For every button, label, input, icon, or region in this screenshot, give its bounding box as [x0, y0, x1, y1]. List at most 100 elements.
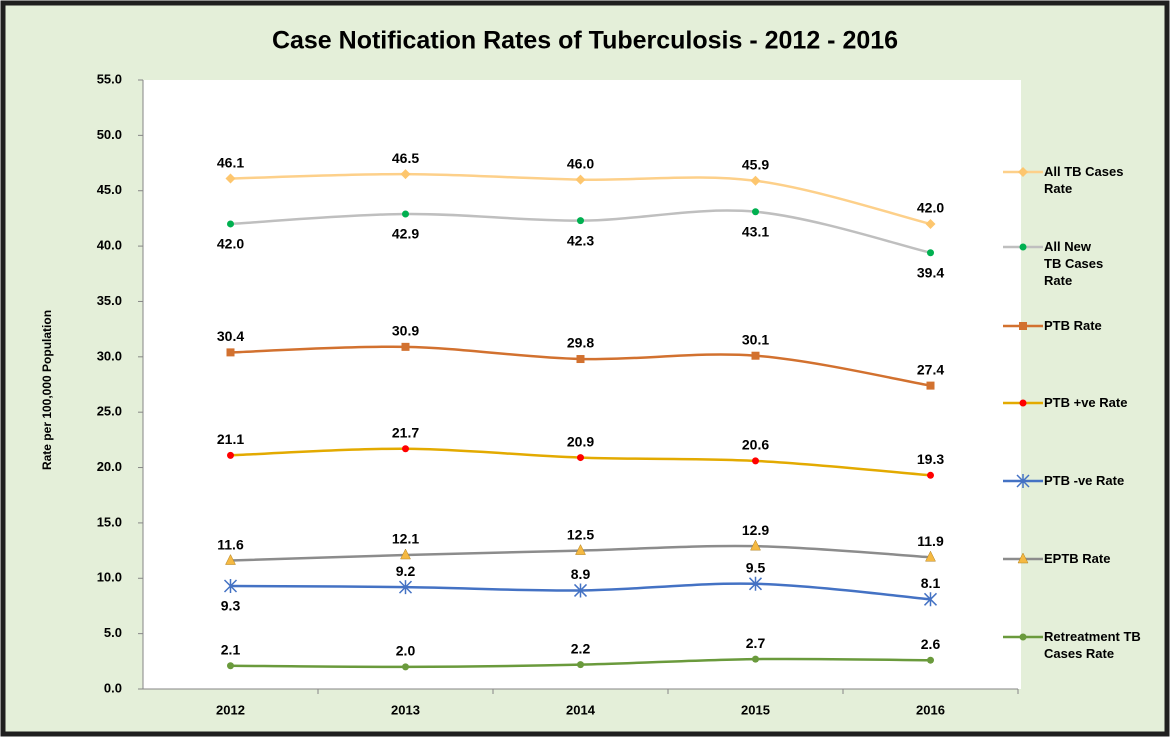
- data-label: 42.0: [217, 236, 244, 252]
- legend-label: All New TB Cases Rate: [1044, 239, 1104, 288]
- point-marker: [575, 174, 586, 185]
- x-tick-label: 2014: [566, 702, 596, 717]
- legend-label: PTB -ve Rate: [1044, 473, 1125, 488]
- point-marker: [923, 592, 938, 607]
- point-marker: [752, 457, 759, 465]
- point-marker: [927, 471, 934, 479]
- legend-marker: [1019, 322, 1027, 330]
- data-label: 9.3: [221, 598, 241, 614]
- data-label: 20.9: [567, 433, 594, 449]
- point-marker: [751, 351, 760, 360]
- y-tick-label: 15.0: [97, 514, 122, 529]
- point-marker: [225, 173, 236, 184]
- y-tick-label: 30.0: [97, 348, 122, 363]
- point-marker: [225, 553, 236, 565]
- point-marker: [577, 217, 584, 225]
- point-marker: [227, 451, 234, 459]
- point-marker: [750, 175, 761, 186]
- x-tick-label: 2015: [741, 702, 770, 717]
- chart-title: Case Notification Rates of Tuberculosis …: [272, 27, 898, 55]
- data-label: 20.6: [742, 437, 769, 453]
- data-label: 42.3: [567, 232, 594, 248]
- data-label: 30.4: [217, 328, 244, 344]
- legend-marker: [1017, 552, 1029, 564]
- y-tick-label: 25.0: [97, 404, 122, 419]
- data-label: 11.6: [217, 536, 244, 552]
- legend-marker: [1016, 474, 1030, 488]
- data-label: 21.1: [217, 431, 244, 447]
- data-label: 30.1: [742, 331, 769, 347]
- legend-label: EPTB Rate: [1044, 551, 1111, 566]
- point-marker: [398, 580, 413, 595]
- data-label: 2.7: [746, 635, 766, 651]
- x-tick-label: 2012: [216, 702, 245, 717]
- data-label: 42.9: [392, 226, 419, 242]
- data-label: 9.5: [746, 560, 766, 576]
- point-marker: [402, 210, 409, 218]
- point-marker: [400, 548, 411, 560]
- point-marker: [577, 661, 584, 669]
- point-marker: [752, 208, 759, 216]
- data-label: 27.4: [917, 361, 944, 377]
- point-marker: [401, 342, 410, 351]
- legend-marker: [1019, 399, 1027, 407]
- data-label: 30.9: [392, 323, 419, 339]
- x-tick-label: 2016: [916, 702, 945, 717]
- legend-label: PTB +ve Rate: [1044, 395, 1128, 410]
- data-label: 12.5: [567, 526, 594, 542]
- y-tick-label: 40.0: [97, 238, 122, 253]
- point-marker: [748, 576, 763, 591]
- y-tick-label: 5.0: [104, 625, 122, 640]
- data-label: 46.5: [392, 150, 419, 166]
- point-marker: [577, 454, 584, 462]
- legend-label: Retreatment TB Cases Rate: [1044, 629, 1141, 661]
- data-label: 45.9: [742, 156, 769, 172]
- y-tick-label: 45.0: [97, 182, 122, 197]
- point-marker: [750, 539, 761, 551]
- data-label: 2.6: [921, 636, 941, 652]
- point-marker: [226, 348, 235, 357]
- legend-label: PTB Rate: [1044, 318, 1102, 333]
- y-tick-label: 50.0: [97, 127, 122, 142]
- point-marker: [925, 550, 936, 562]
- point-marker: [575, 544, 586, 555]
- legend-marker: [1019, 243, 1027, 251]
- point-marker: [927, 656, 934, 664]
- data-label: 21.7: [392, 424, 419, 440]
- data-label: 39.4: [917, 264, 944, 280]
- data-label: 12.1: [392, 531, 419, 547]
- data-label: 46.1: [217, 154, 244, 170]
- point-marker: [752, 655, 759, 663]
- data-label: 9.2: [396, 563, 416, 579]
- legend-marker: [1019, 633, 1027, 641]
- point-marker: [402, 663, 409, 671]
- y-tick-label: 10.0: [97, 570, 122, 585]
- data-label: 29.8: [567, 335, 594, 351]
- data-label: 2.2: [571, 640, 591, 656]
- point-marker: [227, 220, 234, 228]
- point-marker: [925, 218, 936, 229]
- data-label: 42.0: [917, 200, 944, 216]
- y-axis-label: Rate per 100,000 Population: [40, 310, 54, 470]
- x-tick-label: 2013: [391, 702, 420, 717]
- point-marker: [223, 579, 238, 594]
- legend-marker: [1018, 167, 1028, 177]
- data-label: 11.9: [917, 533, 944, 549]
- data-label: 2.1: [221, 641, 241, 657]
- data-label: 12.9: [742, 522, 769, 538]
- point-marker: [402, 445, 409, 453]
- y-tick-label: 20.0: [97, 459, 122, 474]
- data-label: 2.0: [396, 643, 416, 659]
- point-marker: [576, 355, 585, 364]
- data-label: 8.1: [921, 575, 941, 591]
- y-tick-label: 0.0: [104, 680, 122, 695]
- data-label: 46.0: [567, 155, 594, 171]
- data-label: 43.1: [742, 223, 769, 239]
- point-marker: [227, 662, 234, 670]
- data-label: 19.3: [917, 451, 944, 467]
- legend-label: All TB Cases Rate: [1044, 164, 1124, 196]
- y-tick-label: 35.0: [97, 293, 122, 308]
- point-marker: [573, 583, 588, 598]
